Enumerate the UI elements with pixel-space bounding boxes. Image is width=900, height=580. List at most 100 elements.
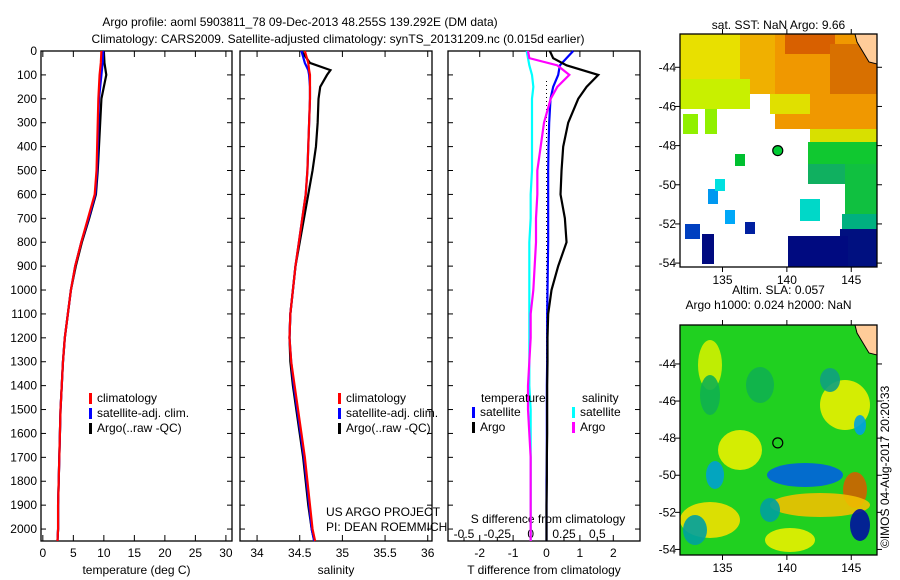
legend-swatch (338, 408, 341, 419)
x-tick-label: 30 (219, 546, 233, 560)
y-tick-label: 1900 (10, 498, 37, 512)
plot-frame (239, 50, 433, 542)
lat-tick-label: -46 (659, 394, 677, 408)
map-field (680, 325, 877, 555)
legend-swatch (89, 393, 92, 404)
lat-tick-label: -44 (659, 60, 677, 74)
sla-blob (854, 415, 866, 435)
sla-blob (770, 493, 870, 517)
y-tick-label: 300 (17, 116, 37, 130)
sla-blob (767, 463, 843, 487)
sla-blob (700, 375, 720, 415)
sst-cell (735, 154, 745, 166)
sst-cell (770, 94, 810, 114)
legend-swatch (338, 393, 341, 404)
y-tick-label: 100 (17, 68, 37, 82)
lat-tick-label: -44 (659, 357, 677, 371)
sst-cell (800, 199, 820, 221)
map-title: sat. SST: NaN Argo: 9.66 (712, 18, 846, 32)
land-coastline (854, 325, 877, 356)
legend-label: Argo (580, 420, 606, 434)
plot-frame (40, 50, 233, 542)
sst-cell (725, 210, 735, 224)
legend-title-temperature: temperature (481, 391, 546, 405)
legend-label: satellite (480, 405, 521, 419)
lat-tick-label: -52 (659, 217, 677, 231)
lat-tick-label: -54 (659, 542, 677, 556)
x-tick-label: 10 (97, 546, 111, 560)
sla-blob (718, 430, 762, 470)
legend-label: Argo(..raw -QC) (346, 421, 431, 435)
credit-project: US ARGO PROJECT (326, 505, 441, 519)
y-tick-label: 1500 (10, 403, 37, 417)
y-tick-label: 800 (17, 235, 37, 249)
y-tick-label: 1400 (10, 379, 37, 393)
x-tick-label: 0 (39, 546, 46, 560)
x-tick-label: -1 (508, 546, 519, 560)
sla-blob (706, 461, 724, 489)
sst-cell (705, 109, 717, 134)
salinity-panel: 34 34.5 35 35.5 36 salinity climatologysatelli… (239, 50, 438, 577)
x-tick-label: 25 (189, 546, 203, 560)
legend-label: climatology (346, 391, 406, 405)
y-tick-label: 1800 (10, 474, 37, 488)
y-tick-label: 1000 (10, 283, 37, 297)
legend-swatch (472, 407, 475, 418)
y-tick-label: 2000 (10, 522, 37, 536)
series-line-climatology (288, 50, 317, 542)
sst-cell (745, 222, 755, 234)
legend-swatch (89, 423, 92, 434)
lon-tick-label: 145 (841, 273, 861, 287)
legend-swatch (572, 422, 575, 433)
temperature-panel: 0 5 10 15 20 25 300100200300400500600700800900… (10, 44, 233, 577)
legend-label: Argo (480, 420, 506, 434)
lat-tick-label: -50 (659, 178, 677, 192)
legend-label: climatology (97, 391, 157, 405)
series-line-temperature-Argo (545, 50, 601, 541)
sst-cell (845, 164, 877, 214)
y-tick-label: 200 (17, 92, 37, 106)
x-tick-label: 20 (158, 546, 172, 560)
legend-swatch (89, 408, 92, 419)
y-tick-label: 1100 (11, 307, 37, 321)
x-tick-label: 15 (128, 546, 142, 560)
sst-cell (708, 189, 718, 204)
x-axis-label: T difference from climatology (467, 563, 621, 577)
y-tick-label: 1700 (10, 450, 37, 464)
lon-tick-label: 145 (841, 561, 861, 575)
land-coastline (854, 34, 877, 65)
lat-tick-label: -48 (659, 431, 677, 445)
sla-blob (683, 515, 707, 545)
s-tick-label: -0.25 (484, 527, 512, 541)
x-tick-label: 35 (336, 546, 350, 560)
y-tick-label: 1300 (10, 355, 37, 369)
legend-swatch (472, 422, 475, 433)
legend-label: satellite-adj. clim. (346, 406, 438, 420)
sla-blob (760, 498, 780, 522)
lon-tick-label: 135 (712, 273, 732, 287)
y-tick-label: 700 (17, 211, 37, 225)
sst-cell (680, 79, 750, 109)
lon-tick-label: 140 (777, 273, 797, 287)
x-tick-label: 2 (610, 546, 617, 560)
x-axis-label: temperature (deg C) (82, 563, 190, 577)
y-tick-label: 900 (17, 259, 37, 273)
s-tick-label: 0.25 (552, 527, 576, 541)
map-title: Argo h1000: 0.024 h2000: NaN (685, 298, 851, 312)
timestamp: ©IMOS 04-Aug-2017 20:20:33 (878, 385, 892, 548)
x-tick-label: 34 (250, 546, 264, 560)
x-tick-label: 35.5 (373, 546, 397, 560)
y-tick-label: 1600 (10, 426, 37, 440)
lat-tick-label: -54 (659, 256, 677, 270)
difference-panel: -2 -1 0 1 2 T difference from climatology -0.5… (447, 50, 641, 577)
y-tick-label: 400 (17, 140, 37, 154)
lon-tick-label: 135 (712, 561, 732, 575)
y-tick-label: 500 (17, 164, 37, 178)
title-line1: Argo profile: aoml 5903811_78 09-Dec-201… (102, 15, 497, 29)
lat-tick-label: -48 (659, 139, 677, 153)
sst-cell (785, 34, 835, 54)
legend-label: satellite-adj. clim. (97, 406, 189, 420)
legend-label: Argo(..raw -QC) (97, 421, 182, 435)
series-line-salinity-Argo (526, 50, 571, 541)
